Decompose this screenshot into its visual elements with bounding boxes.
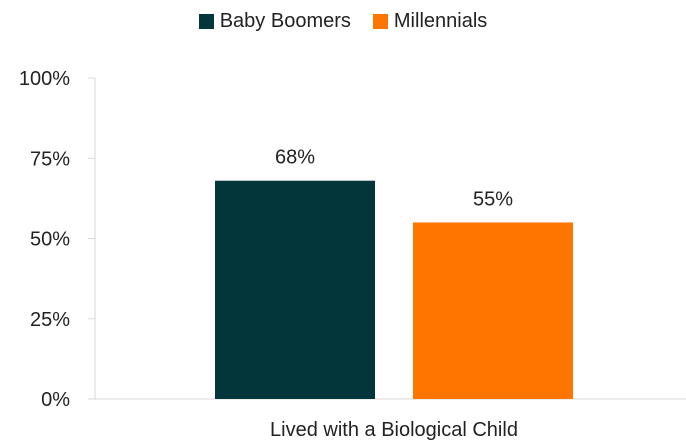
y-tick-label: 0% <box>41 389 70 411</box>
data-label: 68% <box>275 147 315 169</box>
y-tick-label: 75% <box>30 148 70 170</box>
bar-baby-boomers <box>215 180 375 399</box>
legend-label-baby-boomers: Baby Boomers <box>219 10 351 32</box>
chart-legend: Baby Boomers Millennials <box>0 10 686 33</box>
y-tick-label: 25% <box>30 309 70 331</box>
legend-swatch-baby-boomers <box>198 14 214 29</box>
legend-item-millennials: Millennials <box>372 10 488 33</box>
y-tick-label: 50% <box>30 229 70 251</box>
y-tick-label: 100% <box>19 68 70 90</box>
legend-swatch-millennials <box>372 14 388 29</box>
bar-millennials <box>413 222 573 399</box>
x-category-label: Lived with a Biological Child <box>270 419 518 441</box>
legend-item-baby-boomers: Baby Boomers <box>198 10 351 33</box>
legend-label-millennials: Millennials <box>393 10 488 32</box>
data-label: 55% <box>473 188 513 210</box>
